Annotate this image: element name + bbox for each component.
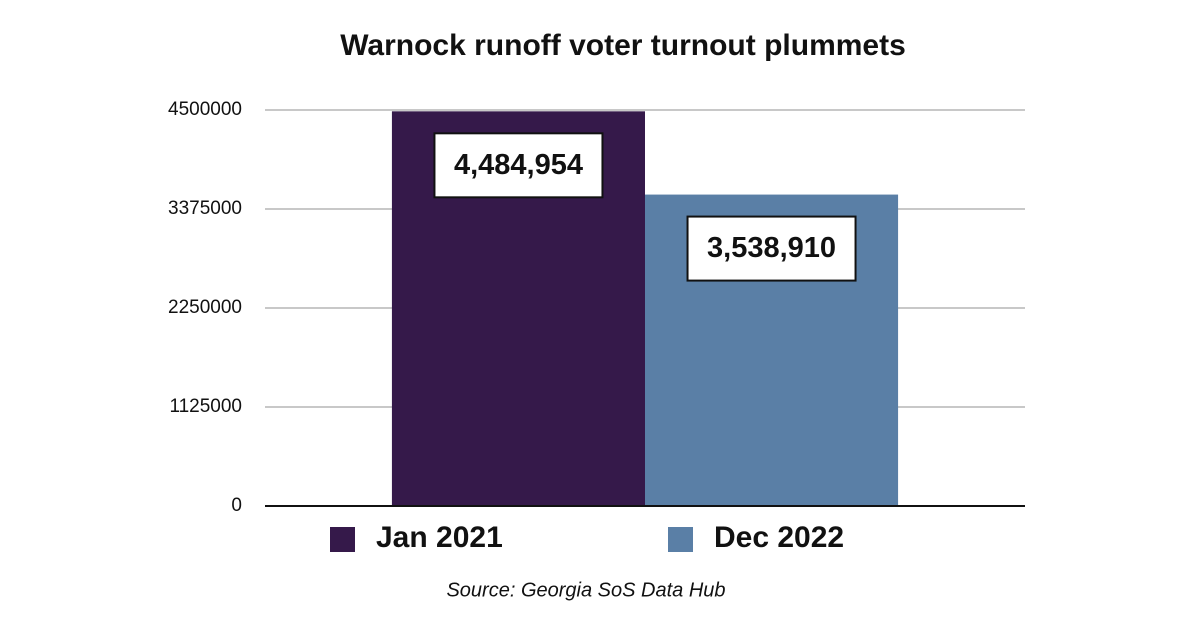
y-tick-label: 0 bbox=[231, 495, 242, 516]
legend-label: Dec 2022 bbox=[714, 521, 844, 554]
y-tick-label: 3375000 bbox=[168, 198, 242, 219]
legend-label: Jan 2021 bbox=[376, 521, 503, 554]
chart-title: Warnock runoff voter turnout plummets bbox=[340, 29, 906, 62]
source-note: Source: Georgia SoS Data Hub bbox=[446, 579, 725, 601]
legend-swatch bbox=[668, 527, 693, 552]
y-tick-label: 4500000 bbox=[168, 99, 242, 120]
value-label-box bbox=[433, 132, 604, 199]
value-label: 3,538,910 bbox=[707, 232, 836, 264]
legend-swatch bbox=[330, 527, 355, 552]
value-label: 4,484,954 bbox=[454, 149, 583, 181]
value-label-box bbox=[686, 215, 857, 282]
y-tick-label: 1125000 bbox=[169, 396, 242, 417]
y-tick-label: 2250000 bbox=[168, 297, 242, 318]
